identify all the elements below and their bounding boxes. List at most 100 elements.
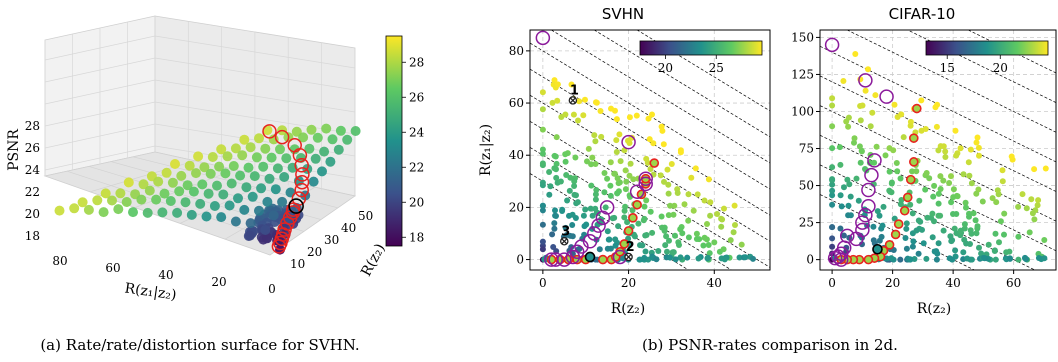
surface3d-point [170, 159, 180, 169]
cifar-point [1035, 255, 1042, 261]
surface3d-point [312, 132, 323, 143]
cifar-purple-circle [879, 89, 894, 104]
surface3d-point [128, 207, 138, 218]
svhn-point [604, 228, 611, 235]
cifar-point [829, 243, 836, 250]
svhn-point [694, 191, 701, 198]
svhn-point [742, 254, 749, 261]
surface3d-point [195, 198, 206, 209]
cifar-point [829, 145, 836, 152]
surface3d-xtick: 60 [105, 261, 120, 275]
cifar-point [1041, 237, 1048, 243]
cifar-point [950, 194, 957, 201]
surface3d-point [285, 187, 296, 198]
svhn-ytick: 0 [516, 253, 524, 267]
svhn-colorbar-tick: 25 [709, 61, 724, 75]
svhn-point [612, 107, 618, 114]
cifar-point [857, 117, 864, 124]
surface3d-point [260, 225, 271, 235]
svhn-point [690, 207, 697, 214]
surface3d-ztick: 24 [25, 163, 41, 177]
cifar-point [996, 239, 1002, 246]
cifar-point [859, 102, 866, 109]
svhn-point [650, 140, 657, 147]
cifar-point [926, 175, 933, 182]
cifar-point [872, 92, 879, 99]
svhn-black-circle [584, 251, 596, 263]
svhn-colorbar: 20 25 [639, 40, 763, 75]
svhn-point [539, 207, 546, 214]
svhn-point [704, 254, 711, 261]
surface3d-point [224, 200, 235, 211]
surface3d-point [201, 211, 212, 222]
svhn-point [596, 246, 603, 253]
cifar-ytick: 0 [806, 253, 814, 267]
cifar-point [847, 193, 854, 200]
cifar-purple-circle [861, 182, 876, 198]
svhn-point [546, 191, 553, 198]
cifar-point [931, 248, 938, 255]
surface3d-point [268, 210, 279, 221]
svhn-point [714, 211, 721, 217]
surface3d-ylabel: R(z₂) [358, 241, 388, 279]
svhn-point [607, 192, 614, 199]
svhn-point [685, 234, 692, 241]
cifar-point [923, 255, 930, 262]
cifar-colorbar-ticks: 15 20 [940, 55, 1008, 75]
cifar-point [846, 181, 853, 188]
svhn-point [692, 165, 699, 172]
cifar-colorbar-bar [925, 40, 1049, 56]
cifar-red-circle [899, 205, 910, 216]
cifar-point [976, 152, 982, 159]
svhn-point [539, 106, 546, 113]
cifar-point [886, 187, 893, 194]
cifar-point [903, 245, 910, 252]
cifar-point [975, 144, 982, 151]
svhn-point [564, 197, 571, 204]
cifar-point [841, 184, 847, 191]
cifar-point [919, 226, 925, 233]
surface3d-point [266, 152, 277, 163]
surface3d-point [184, 160, 195, 171]
svhn-point [653, 256, 660, 263]
svhn-point [676, 242, 682, 248]
cifar-ytick: 75 [799, 142, 814, 156]
cifar-point [855, 197, 862, 204]
svhn-point [711, 239, 718, 246]
cifar-black-circle [872, 243, 883, 255]
cifar-point [1026, 229, 1033, 236]
svhn-point [641, 203, 648, 210]
cifar-point [918, 127, 925, 134]
svhn-panel: SVHN 1 2 3 0 20 40 0 20 40 60 80 R(z₂) R(z₁|z₂) 2… [478, 5, 771, 317]
surface3d-point [180, 197, 191, 208]
svhn-point [621, 214, 628, 221]
cifar-point [913, 227, 920, 234]
svhn-point [642, 248, 649, 255]
cifar-purple-circle [858, 73, 873, 88]
svhn-point [602, 204, 609, 211]
svhn-point [551, 220, 558, 227]
surface3d-point [153, 176, 164, 187]
svhn-point [731, 202, 738, 209]
surface3d-point [247, 191, 258, 202]
svhn-point [553, 213, 559, 219]
cifar-point [897, 256, 904, 263]
svhn-point [601, 170, 608, 176]
cifar-point [946, 180, 953, 186]
svhn-point [551, 225, 558, 232]
surface3d-point [54, 205, 65, 216]
svhn-point [551, 77, 558, 84]
cifar-point [976, 244, 982, 251]
surface3d-ytick: 50 [358, 209, 373, 223]
svhn-point [607, 159, 614, 166]
surface3d-point [245, 142, 256, 153]
svhn-point [615, 180, 622, 187]
cifar-point [829, 95, 836, 102]
cifar-point [886, 168, 893, 175]
cifar-point [940, 227, 947, 234]
surface3d-point [258, 161, 269, 172]
svhn-point [623, 178, 630, 185]
svhn-point [706, 250, 713, 257]
svhn-point [563, 232, 570, 238]
cifar-point [882, 152, 889, 159]
